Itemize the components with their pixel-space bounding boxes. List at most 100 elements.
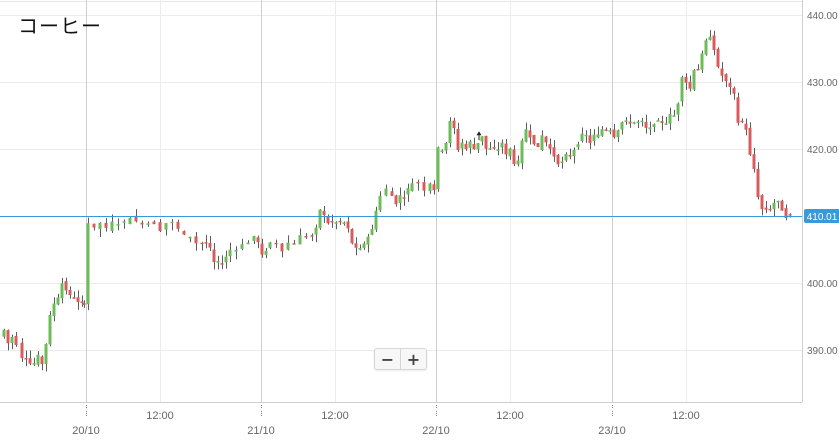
candle-down [504,143,508,155]
candle-up [704,40,708,55]
candle-up [2,329,6,337]
candle-down [696,69,700,71]
candle-down [260,243,264,255]
candle-down [764,207,768,210]
candle-down [784,208,788,218]
candle-up [298,235,302,245]
candle-down [732,87,736,94]
x-tick-label: 22/10 [422,425,450,437]
candle-down [402,197,406,199]
candle-up [98,222,102,230]
candle-down [528,130,532,138]
candle-up [252,236,256,241]
candle-down [422,182,426,191]
candle-down [752,154,756,170]
y-tick-label: 400.00 [807,279,838,290]
candle-up [32,363,36,365]
candle-up [652,124,656,127]
candle-up [358,248,362,250]
x-tick-label: 20/10 [72,425,100,437]
candle-down [158,222,162,232]
candle-down [432,184,436,191]
candle-up [500,142,504,148]
candle-down [82,302,86,306]
candle-up [676,103,680,115]
candle-up [406,188,410,195]
candle-down [544,136,548,143]
candle-down [182,231,186,235]
candle-up [572,150,576,157]
candle-down [72,297,76,299]
candle-up [334,222,338,224]
candle-up [600,129,604,136]
zoom-in-button[interactable]: + [400,349,426,369]
candle-up [366,236,370,245]
candle-down [6,330,10,344]
zoom-out-button[interactable]: − [380,349,395,369]
candle-up [342,222,346,224]
candle-down [390,191,394,196]
candle-down [740,120,744,123]
candle-down [556,154,560,165]
candle-down [720,68,724,76]
candle-up [410,183,414,192]
candle-up [52,303,56,317]
candle-up [592,134,596,141]
candle-down [80,301,84,303]
candle-up [48,314,52,345]
candle-up [264,250,268,255]
candle-down [354,243,358,248]
candle-down [512,149,516,165]
candle-down [724,74,728,82]
candle-down [768,208,772,211]
candle-down [604,129,608,131]
candle-down [748,127,752,155]
x-tick-label: 21/10 [247,425,275,437]
candle-up [56,297,60,305]
candle-up [700,53,704,70]
candle-down [712,35,716,51]
y-tick-label: 390.00 [807,346,838,357]
candle-up [314,227,318,235]
candle-up [772,202,776,210]
candle-down [716,48,720,67]
candle-down [280,243,284,252]
candle-down [552,147,556,157]
candle-up [508,148,512,157]
candle-down [628,121,632,124]
candle-down [200,242,204,245]
candle-up [398,195,402,203]
y-tick-label: 430.00 [807,78,838,89]
candle-up [776,200,780,203]
candle-down [756,168,760,198]
candle-up [540,135,544,151]
candle-up [656,120,660,122]
candle-down [472,143,476,150]
y-tick-label: 440.00 [807,11,838,22]
candle-up [286,242,290,250]
candle-up [608,130,612,132]
candle-down [326,216,330,224]
candle-up [596,134,600,138]
candle-down [322,210,326,216]
candle-up [672,115,676,117]
candle-down [416,181,420,184]
candle-up [576,144,580,148]
candle-down [532,134,536,145]
candle-up [234,250,238,252]
candle-down [346,221,350,229]
candle-down [68,289,72,296]
candle-up [110,221,114,231]
candle-up [708,36,712,40]
x-tick-label: 12:00 [496,410,524,422]
candle-up [580,133,584,141]
candle-down [464,143,468,150]
candle-down [330,221,334,223]
candle-down [548,144,552,149]
candle-up [692,70,696,90]
candle-down [310,235,314,237]
candle-up [488,148,492,150]
candle-down [134,215,138,222]
candle-down [208,242,212,248]
